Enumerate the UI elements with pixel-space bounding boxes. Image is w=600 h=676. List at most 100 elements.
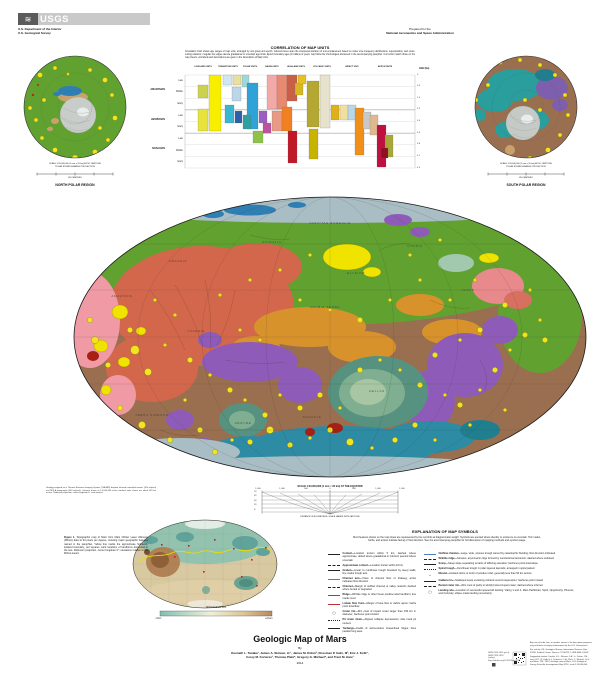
correlation-unit-box <box>258 110 268 124</box>
map-scale-title: SCALE 1:20,000,000 (1 mm = 20 km) AT THE… <box>297 485 363 488</box>
unit-group-header: TRANSITION UNITS <box>218 66 238 68</box>
epoch-row-label: Middle <box>175 148 183 152</box>
symbol-entry: Pit crater chain—Aligned collapse depres… <box>328 618 416 625</box>
symbol-description: Outflow channel—Large, wide, sinuous tro… <box>438 552 556 555</box>
correlation-intro: Correlation chart shows age ranges of ma… <box>185 51 415 59</box>
symbols-column-left: Contact—Location known within 5 km; dash… <box>328 552 416 635</box>
correlation-unit-box <box>380 147 389 159</box>
epoch-row-label: Early <box>177 102 183 106</box>
correlation-unit-box <box>306 80 320 128</box>
correlation-unit-box <box>347 104 357 121</box>
age-tick-label: 4.1 <box>417 154 421 157</box>
symbol-entry: Scarp—Steep slope separating terrains of… <box>424 562 574 566</box>
solid-symbol-icon <box>328 553 340 562</box>
blue-symbol-icon <box>424 553 436 556</box>
dash-symbol-icon <box>424 558 436 561</box>
age-axis-label: AGE (Ga) <box>419 68 430 70</box>
symbol-description: Channel axis—Trace of channel floor or t… <box>342 576 417 584</box>
imprint-lines: Any use of trade, firm, or product names… <box>530 642 592 668</box>
symbol-entry: Buried crater rim—Rim crest of partly to… <box>424 584 574 588</box>
unit-group-header: BASIN UNITS <box>265 66 279 68</box>
solid-symbol-icon <box>328 628 340 633</box>
north-polar-scale-units: KILOMETERS <box>68 176 82 179</box>
map-feature-labels: VASTITAS BOREALIS ARCADIA ACIDALIA UTOPIA AM… <box>110 221 473 425</box>
ridge-lines <box>149 234 487 436</box>
south-polar-map <box>474 55 578 176</box>
symbol-description: Scarp—Steep slope separating terrains of… <box>438 562 538 566</box>
epoch-row-label: Late <box>178 136 183 140</box>
symbol-description: Caldera rim—Scalloped scarp enclosing vo… <box>438 578 543 582</box>
authors-line2: Corey M. Fortezzo¹, Thomas Platz⁵, Grego… <box>246 655 354 659</box>
symbol-entry: Contact—Location known within 5 km; dash… <box>328 552 416 562</box>
elevation-max-label: +21 km <box>265 617 273 620</box>
feature-name-label: HELLAS <box>369 389 385 393</box>
solid-symbol-icon <box>424 580 436 583</box>
correlation-unit-box <box>241 74 250 88</box>
fan-latitude-label: 70° <box>254 490 258 493</box>
dash-symbol-icon <box>328 565 340 567</box>
symbol-description: Channel—Margin of outflow channel or val… <box>342 585 417 592</box>
doi-link: https://dx.doi.org/10.3133/sim3292 <box>488 660 520 663</box>
symbol-description: Pit crater chain—Aligned collapse depres… <box>342 618 417 625</box>
age-tick-label: 3.8 <box>417 143 421 146</box>
correlation-unit-box <box>384 134 394 158</box>
correlation-boxes <box>197 74 394 168</box>
age-tick-label: 1.0 <box>417 96 421 99</box>
era-label: HESPERIAN <box>151 118 165 121</box>
symbol-entry: Graben—Linear to curvilinear trough boun… <box>328 569 416 576</box>
map-scale-caption: DISTANCE IN KILOMETERS; SCALE VARIES WIT… <box>300 516 360 518</box>
epoch-row-label: Middle <box>175 90 183 94</box>
correlation-unit-box <box>231 86 242 102</box>
circ-symbol-icon: ◯ <box>332 610 336 615</box>
south-polar-scale-line2: POLAR STEREOGRAPHIC PROJECTION <box>506 166 546 168</box>
era-label: AMAZONIAN <box>150 88 165 91</box>
nasa-line: National Aeronautics and Space Administr… <box>386 31 454 35</box>
symbol-description: Lobate flow front—Margin of lava flow or… <box>342 601 417 609</box>
symbol-entry: Wrinkle ridge—Sinuous, asymmetric ridge … <box>424 557 574 561</box>
correlation-unit-box <box>252 130 264 144</box>
prepared-for-line: Prepared for the <box>409 27 431 31</box>
symbol-description: Crater rim—Rim crest of impact crater la… <box>342 610 416 617</box>
figure1-caption-lead: Figure 1. <box>64 536 76 539</box>
correlation-unit-box <box>319 74 331 129</box>
correlation-unit-box <box>266 74 278 110</box>
feature-name-label: NOACHIS <box>303 415 322 419</box>
map-title: Geologic Map of Mars <box>253 634 347 644</box>
fan-latitude-label: 0° <box>254 508 256 511</box>
symbol-description: Yardangs—Fields of wind-eroded, streamli… <box>342 626 417 633</box>
north-polar-scalebar <box>36 172 114 176</box>
symbol-entry: Lobate flow front—Margin of lava flow or… <box>328 602 416 609</box>
graticule <box>74 197 586 477</box>
feature-name-label: ARCADIA <box>168 259 187 263</box>
symbol-entry: Outflow channel—Large, wide, sinuous tro… <box>424 552 574 556</box>
north-polar-map <box>23 55 127 176</box>
fan-distance-label: 1,000 <box>279 487 285 490</box>
north-polar-scale-line2: POLAR STEREOGRAPHIC PROJECTION <box>55 166 95 168</box>
issn-print: ISSN 2329-1311 (print) <box>488 652 510 654</box>
correlation-unit-box <box>197 108 209 132</box>
publication-year: 2014 <box>296 661 304 665</box>
correlation-unit-box <box>208 74 222 132</box>
symbol-entry: ◯ Landing site—Location of successful spa… <box>424 589 574 596</box>
correlation-unit-box <box>197 84 209 99</box>
correlation-unit-box <box>308 128 319 160</box>
plus-symbol-icon: + <box>429 572 431 577</box>
inset-red-markers <box>161 539 267 587</box>
correlation-unit-box <box>376 124 387 168</box>
feature-name-label: ACIDALIA <box>261 240 281 244</box>
symbols-intro: Most features shown on the map sheet are… <box>353 535 541 542</box>
dept-survey-line: U.S. Geological Survey <box>18 31 51 35</box>
symbol-entry: Ridge—Wrinkle ridge or other linear posi… <box>328 593 416 600</box>
feature-name-label: TERRA SIRENUM <box>135 413 169 417</box>
fan-latitude-label: 40° <box>254 499 258 502</box>
symbol-entry: Channel axis—Trace of channel floor or t… <box>328 577 416 584</box>
correlation-unit-box <box>242 114 252 130</box>
correlation-title: CORRELATION OF MAP UNITS <box>270 45 330 50</box>
qr-code <box>492 651 527 667</box>
usgs-logo-text: USGS <box>40 13 69 25</box>
feature-name-label: ARGYRE <box>234 421 252 425</box>
main-map: VASTITAS BOREALIS ARCADIA ACIDALIA UTOPIA AM… <box>73 196 587 478</box>
usgs-wave-icon: ≋ <box>18 13 38 25</box>
south-polar-scale-units: KILOMETERS <box>519 176 533 179</box>
